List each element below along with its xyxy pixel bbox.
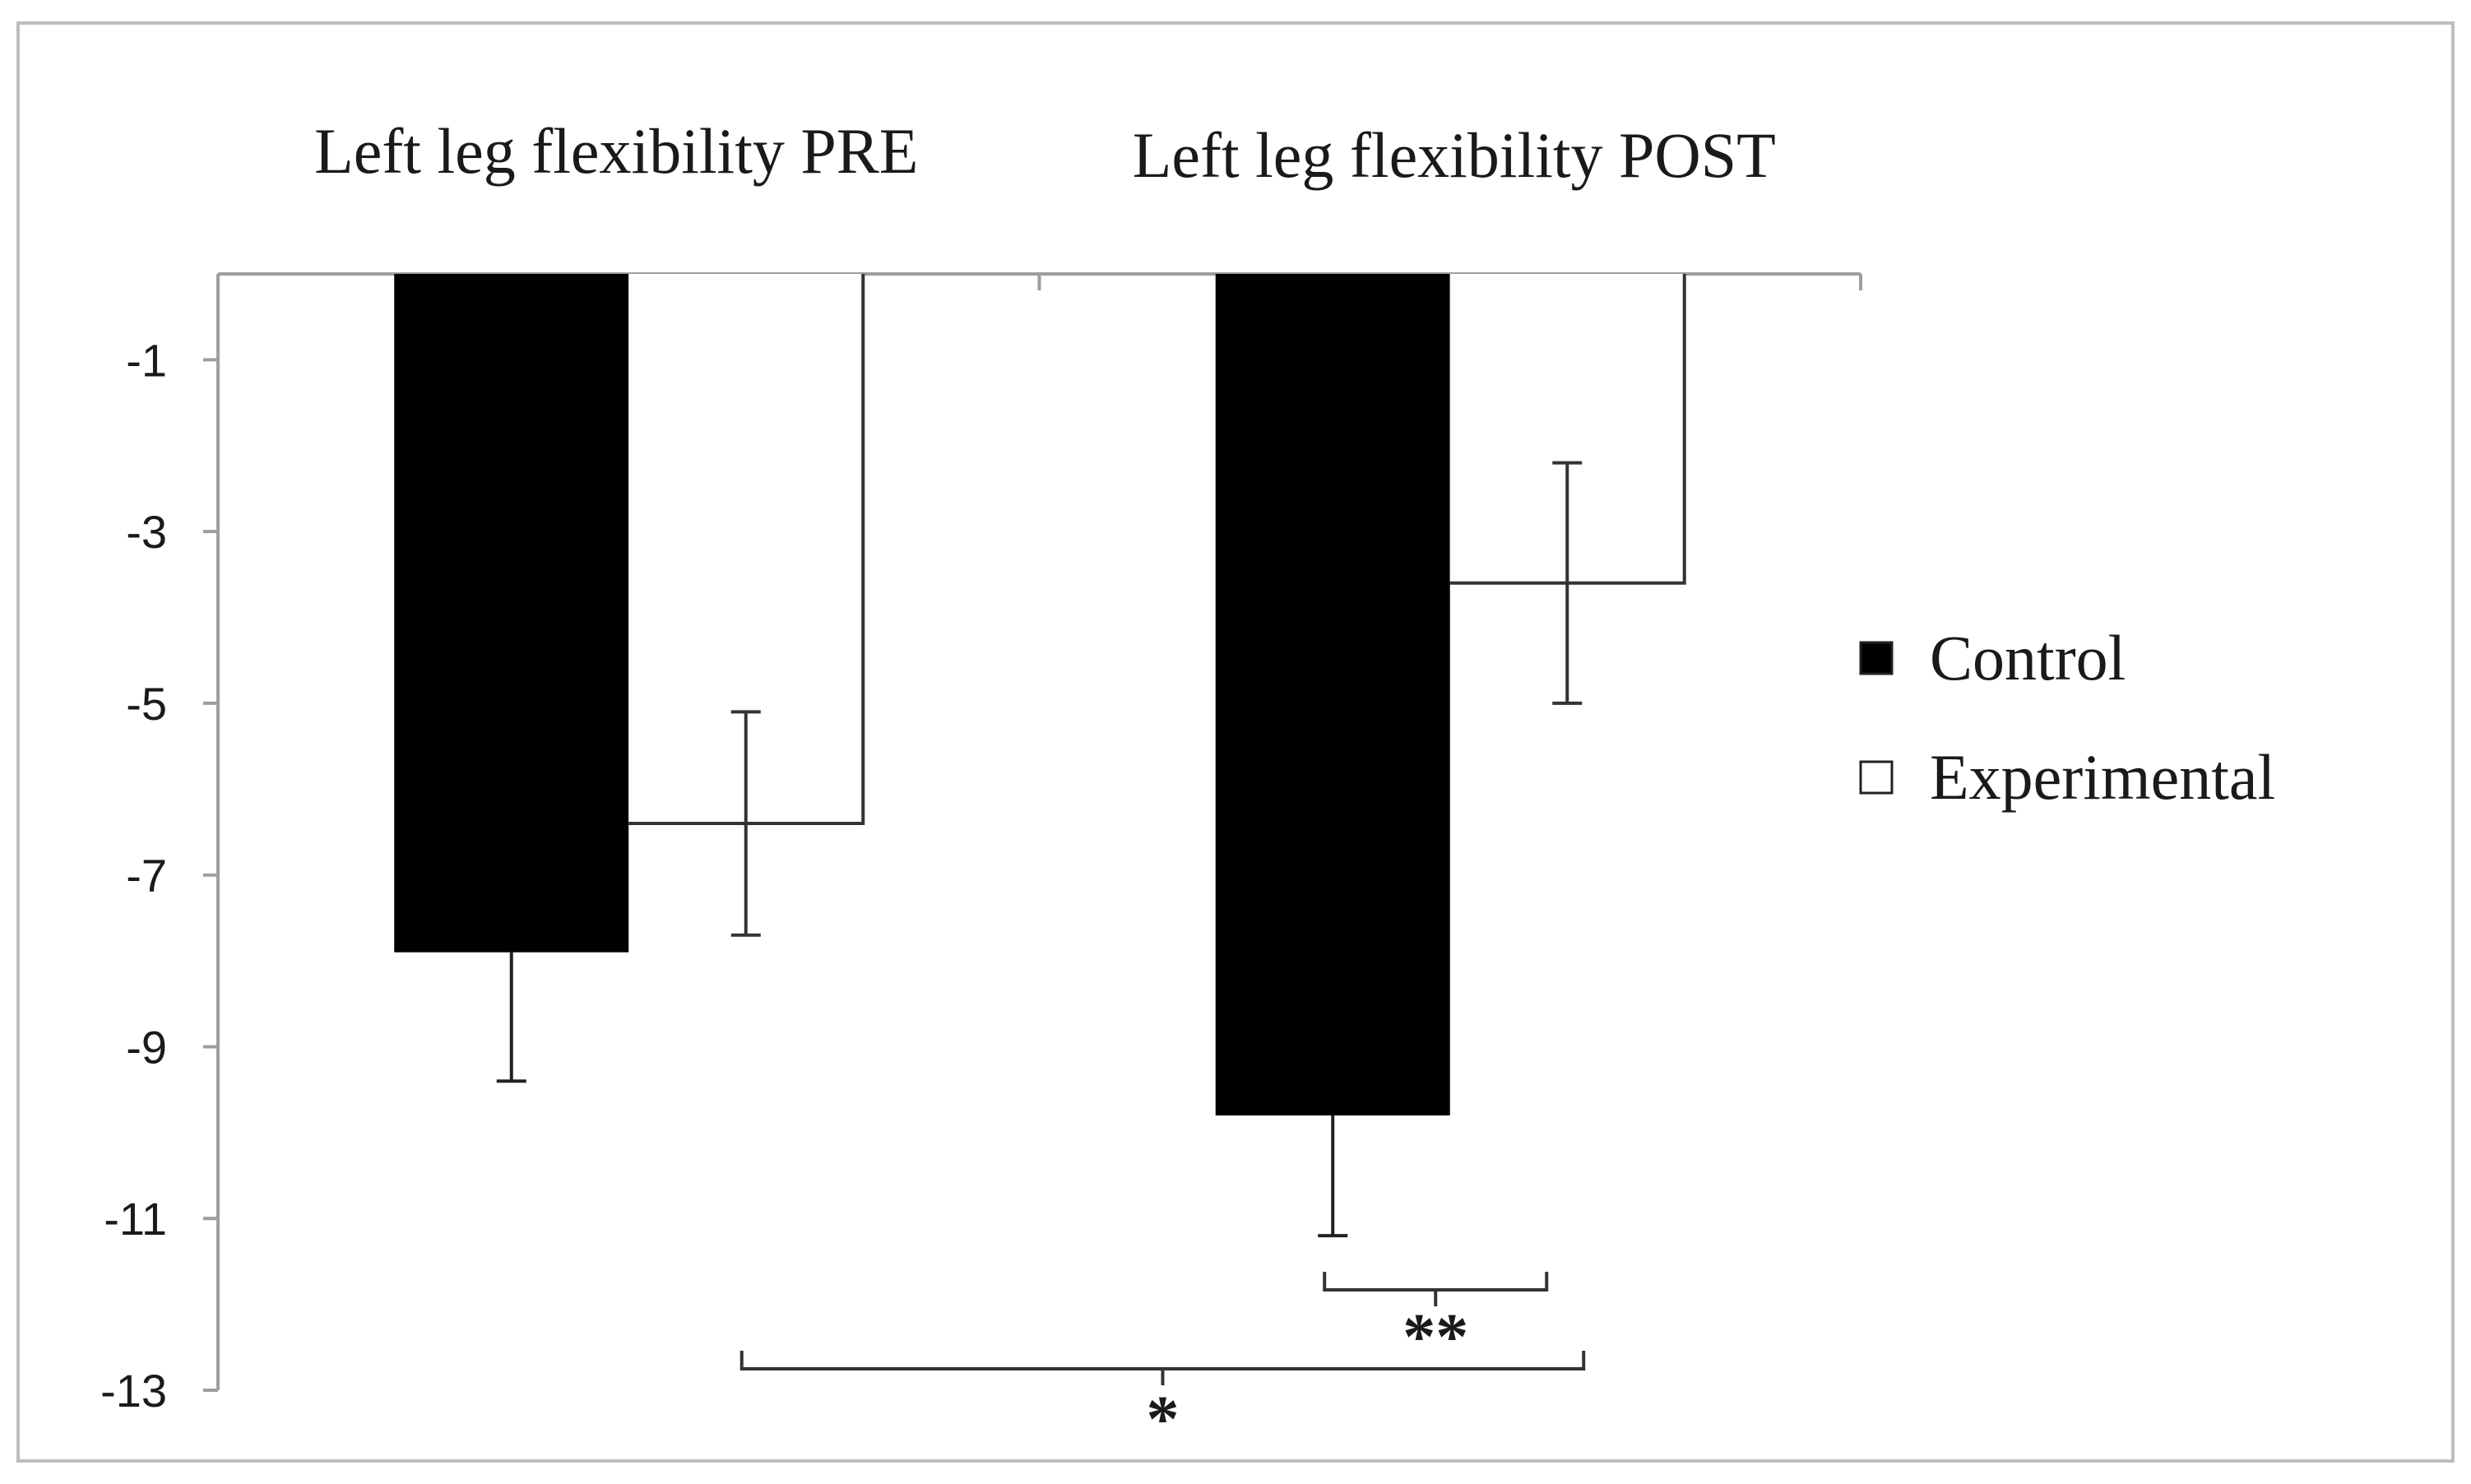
y-tick-label: -1 xyxy=(126,334,167,386)
legend-label-experimental: Experimental xyxy=(1930,741,2275,813)
category-label: Left leg flexibility PRE xyxy=(314,115,918,187)
y-tick-label: -5 xyxy=(126,678,167,730)
y-tick-label: -11 xyxy=(104,1193,167,1245)
legend: Control Experimental xyxy=(1859,622,2275,813)
significance-post-bracket xyxy=(1323,1272,1549,1306)
bars xyxy=(394,274,1686,1115)
category-labels: Left leg flexibility PRE Left leg flexibi… xyxy=(314,115,1776,191)
y-tick-label: -9 xyxy=(126,1021,167,1073)
category-label: Left leg flexibility POST xyxy=(1133,119,1776,191)
significance-experimental-bracket xyxy=(739,1351,1586,1385)
bar-outline xyxy=(628,274,865,826)
error-bars xyxy=(496,461,1583,1238)
legend-swatch-experimental xyxy=(1859,760,1894,795)
significance-experimental-label: * xyxy=(1147,1384,1180,1456)
y-tick-label: -13 xyxy=(100,1365,167,1417)
legend-label-control: Control xyxy=(1930,622,2126,693)
bar-control-pre xyxy=(394,274,629,953)
y-tick-labels: -1 -3 -5 -7 -9 -11 -13 xyxy=(100,334,167,1417)
significance-post-label: ** xyxy=(1402,1301,1468,1374)
bar-control-post xyxy=(1215,274,1450,1115)
y-tick-label: -3 xyxy=(126,506,167,558)
legend-swatch-control xyxy=(1859,641,1894,675)
y-tick-label: -7 xyxy=(126,850,167,902)
bar-outline xyxy=(1449,274,1686,585)
significance-annotations: *** xyxy=(739,1272,1586,1456)
